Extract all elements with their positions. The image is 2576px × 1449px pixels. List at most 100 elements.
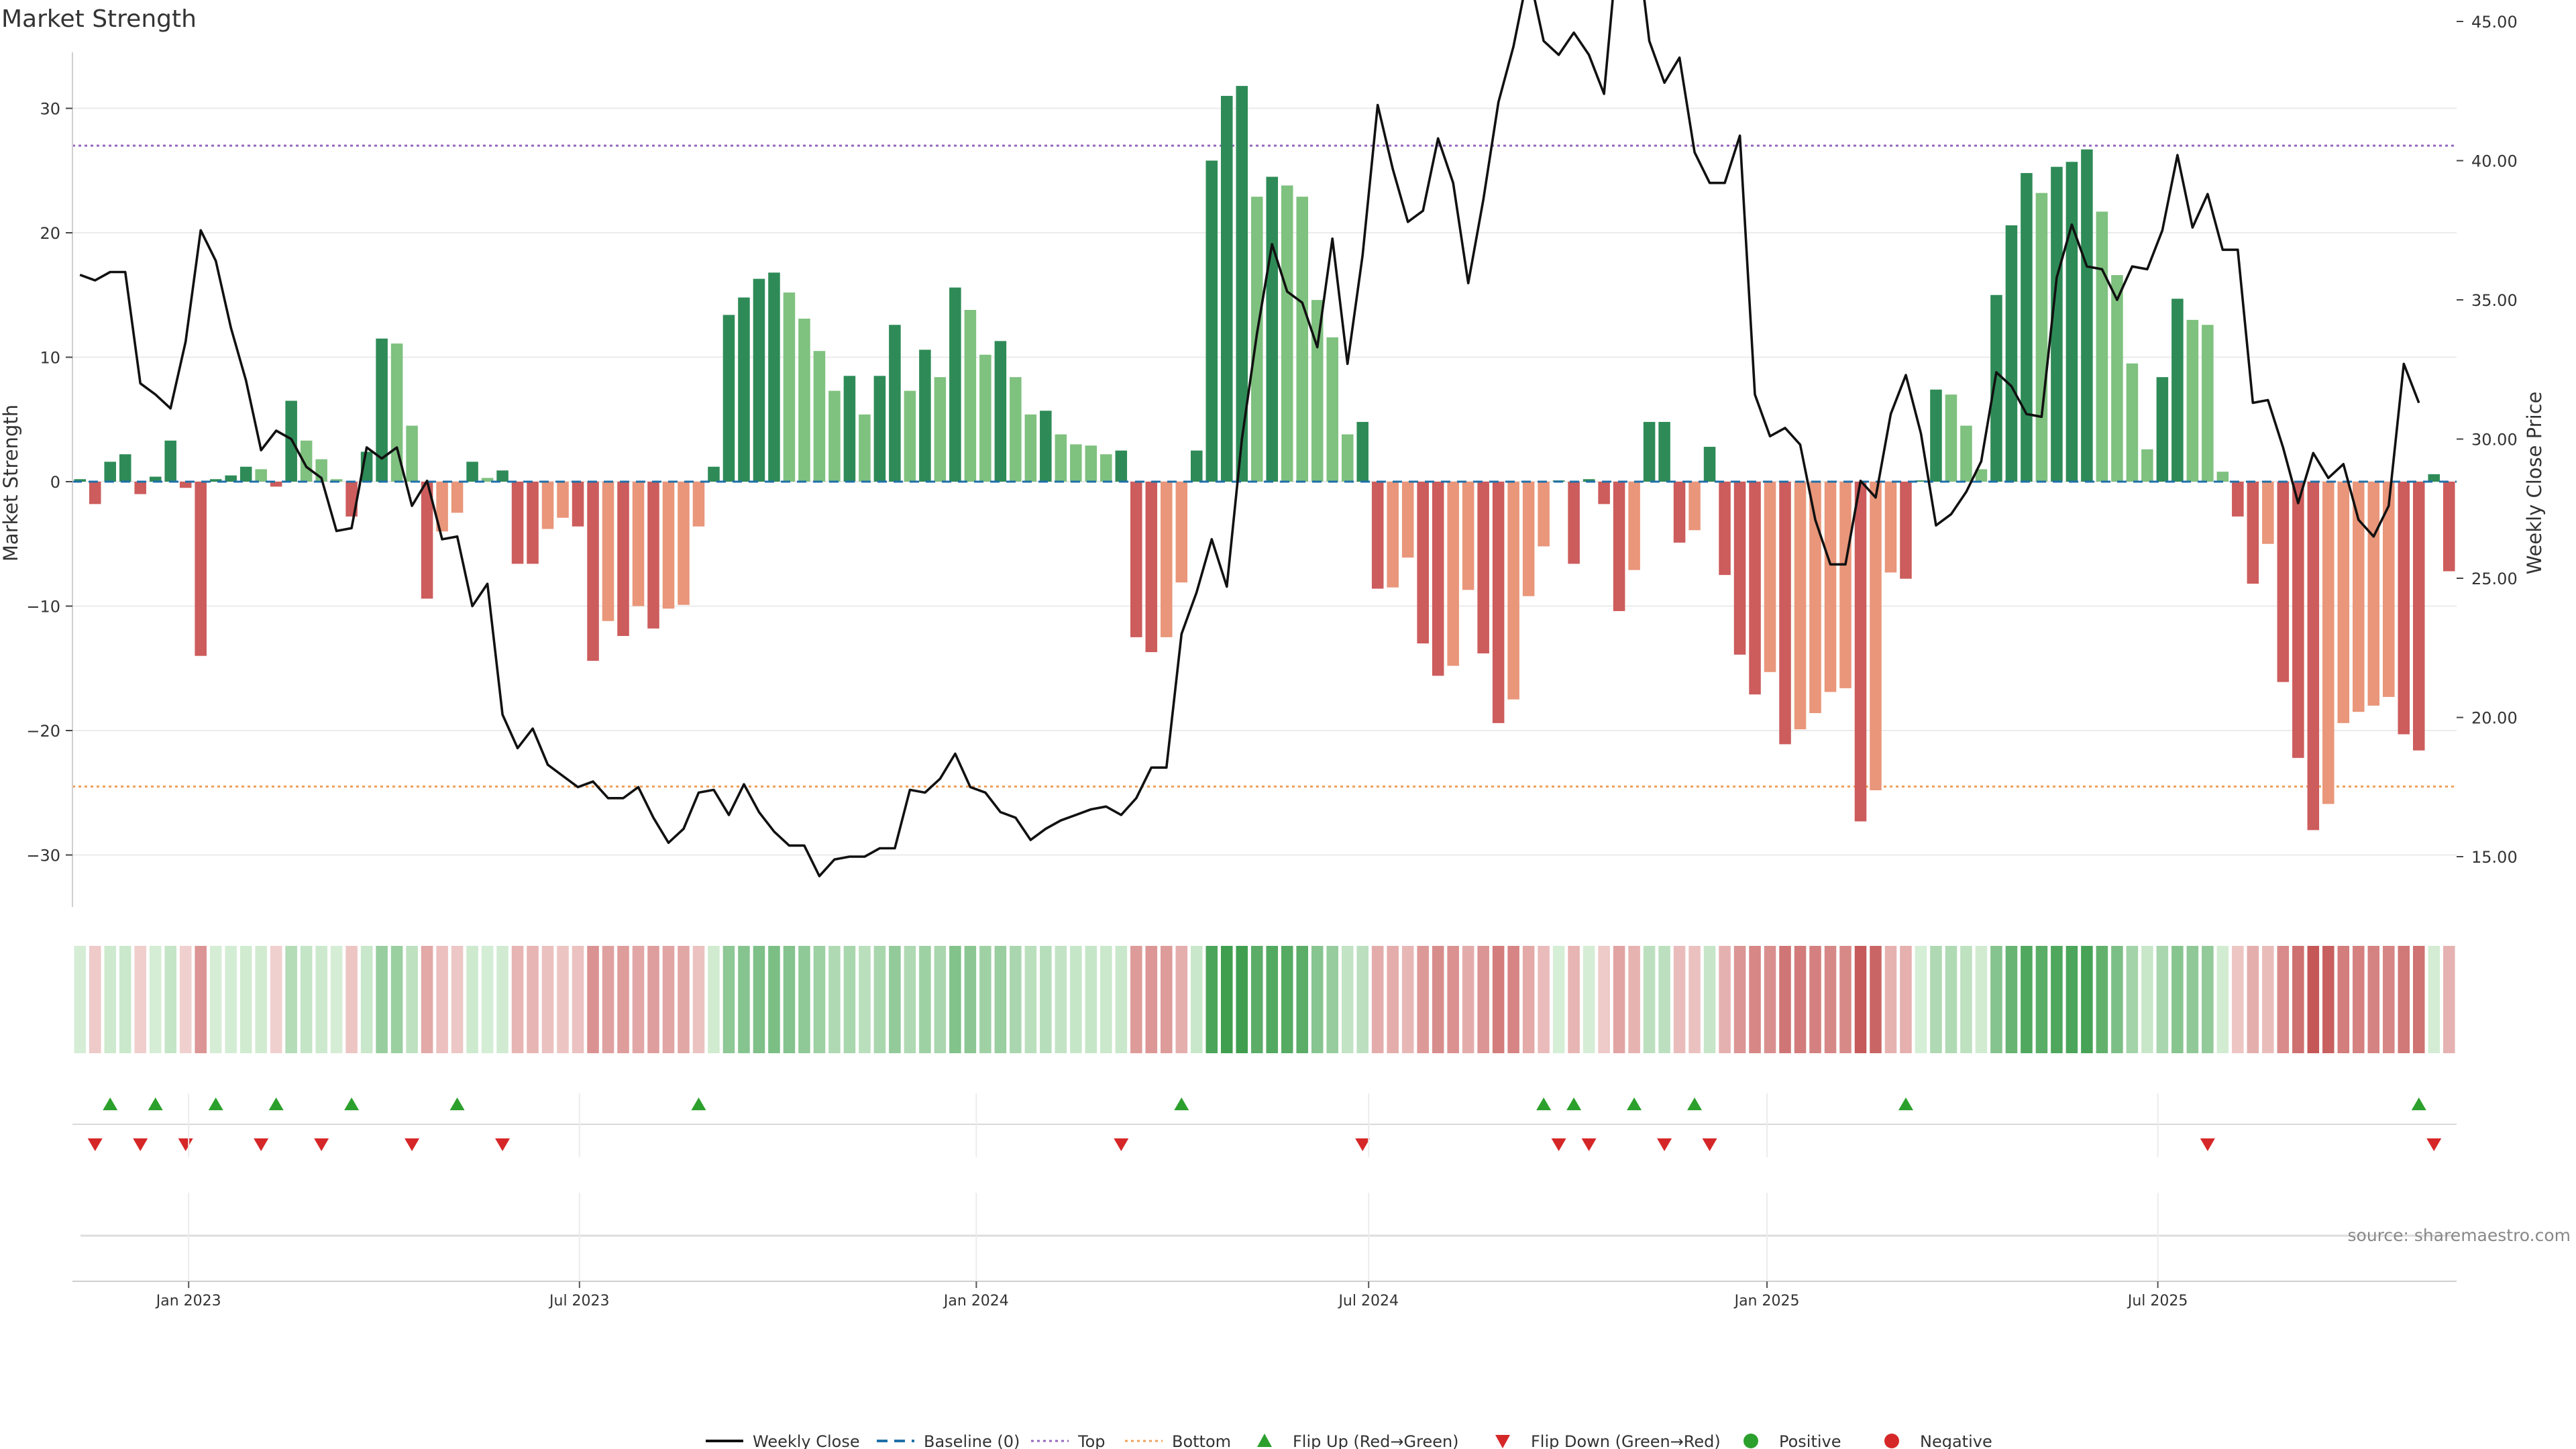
strength-bar (406, 425, 418, 482)
strength-bar (708, 466, 720, 482)
flip-up-marker (208, 1097, 223, 1110)
strength-bar (2126, 363, 2139, 482)
legend-item: Baseline (0) (877, 1432, 1020, 1449)
strength-bar (692, 482, 705, 527)
strength-bar (119, 454, 131, 482)
right-tick-label: 45.00 (2471, 13, 2518, 32)
heat-cell (1462, 946, 1474, 1053)
flip-down-marker (2200, 1138, 2215, 1151)
flip-up-marker (103, 1097, 118, 1110)
heat-cell (496, 946, 508, 1053)
strength-bar (2367, 482, 2380, 706)
flip-up-marker (1898, 1097, 1913, 1110)
strength-bar (2232, 482, 2244, 517)
heat-cell (1191, 946, 1203, 1053)
strength-bar (1311, 300, 1324, 482)
strength-bar (1191, 450, 1203, 482)
heat-cell (738, 946, 750, 1053)
heat-cell (1582, 946, 1595, 1053)
heat-cell (678, 946, 690, 1053)
legend-item: Positive (1743, 1432, 1841, 1449)
strength-bar (1281, 185, 1293, 482)
strength-bar (1175, 482, 1188, 583)
heat-cell (1915, 946, 1927, 1053)
heat-cell (647, 946, 659, 1053)
heat-cell (1432, 946, 1444, 1053)
legend-swatch-triangle-down (1495, 1435, 1510, 1448)
strength-bar (1205, 160, 1218, 482)
date-tick-label: Jul 2024 (1337, 1293, 1399, 1309)
heat-cell (2202, 946, 2214, 1053)
left-tick-label: 10 (40, 349, 60, 368)
strength-bar (2322, 482, 2334, 804)
heat-cell (587, 946, 599, 1053)
flip-down-marker (87, 1138, 103, 1151)
heat-cell (1975, 946, 1988, 1053)
heat-cell (1839, 946, 1851, 1053)
heat-cell (74, 946, 87, 1053)
heat-strip (74, 946, 2455, 1053)
heat-cell (994, 946, 1007, 1053)
strength-bar (1854, 482, 1867, 822)
strength-bar (390, 343, 403, 482)
right-tick-label: 15.00 (2471, 848, 2518, 867)
heat-cell (1900, 946, 1912, 1053)
heat-cell (1688, 946, 1701, 1053)
flip-down-marker (254, 1138, 269, 1151)
heat-cell (1220, 946, 1233, 1053)
heat-cell (2005, 946, 2018, 1053)
strength-bar (2035, 193, 2048, 482)
heat-cell (360, 946, 373, 1053)
heat-cell (1824, 946, 1837, 1053)
heat-cell (436, 946, 448, 1053)
strength-bar (979, 354, 991, 482)
legend: Weekly Close Baseline (0) Top Bottom Flip Up… (706, 1432, 1992, 1449)
strength-bar (1492, 482, 1505, 723)
strength-bar (1568, 482, 1580, 564)
heat-cell (617, 946, 629, 1053)
strength-bar (74, 479, 87, 482)
heat-cell (1145, 946, 1158, 1053)
y2-axis-title: Weekly Close Price (2523, 392, 2546, 575)
heat-cell (843, 946, 856, 1053)
heat-cell (149, 946, 162, 1053)
flip-up-marker (148, 1097, 163, 1110)
flip-down-marker (1551, 1138, 1566, 1151)
strength-bar (1100, 454, 1112, 482)
heat-cell (1703, 946, 1716, 1053)
heat-cell (798, 946, 810, 1053)
y-axis-title: Market Strength (0, 405, 22, 561)
heat-cell (2051, 946, 2063, 1053)
strength-bar (2005, 225, 2018, 482)
strength-bar (768, 272, 780, 482)
strength-bar (587, 482, 599, 661)
left-tick-label: 30 (40, 100, 60, 119)
left-tick-label: −30 (26, 847, 60, 865)
legend-item: Top (1031, 1432, 1106, 1449)
heat-cell (934, 946, 947, 1053)
heat-cell (2443, 946, 2455, 1053)
heat-cell (1643, 946, 1656, 1053)
heat-cell (1266, 946, 1279, 1053)
date-tick-label: Jul 2023 (548, 1293, 610, 1309)
heat-cell (2383, 946, 2395, 1053)
strength-bar (1477, 482, 1489, 653)
strength-bar (934, 377, 947, 482)
heat-cell (692, 946, 705, 1053)
heat-cell (1854, 946, 1867, 1053)
heat-cell (2262, 946, 2274, 1053)
heat-cell (511, 946, 524, 1053)
heat-cell (2398, 946, 2410, 1053)
strength-bar (1341, 434, 1354, 482)
strength-bar (270, 482, 282, 487)
strength-bar (1824, 482, 1837, 692)
heat-cell (1598, 946, 1610, 1053)
heat-cell (662, 946, 675, 1053)
heat-cell (1477, 946, 1489, 1053)
flip-up-marker (1566, 1097, 1582, 1110)
strength-bar (2307, 482, 2320, 830)
strength-bar (1703, 447, 1716, 482)
strength-bar (919, 350, 931, 482)
strength-bar (602, 482, 614, 621)
flip-markers (72, 1097, 2457, 1151)
